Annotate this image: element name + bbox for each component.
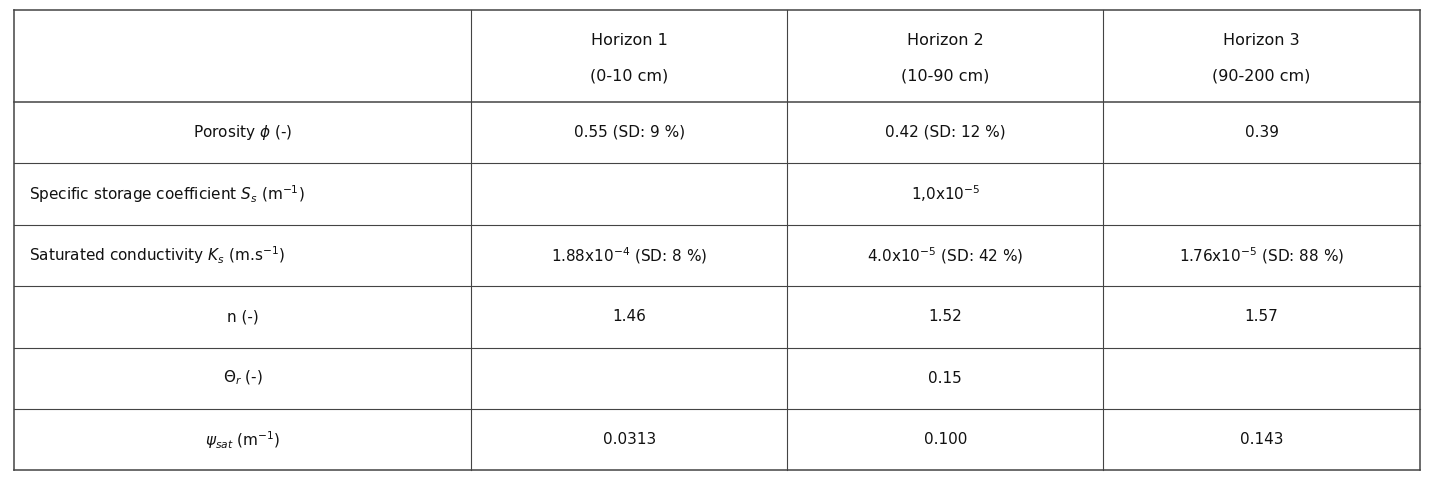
Text: 0.55 (SD: 9 %): 0.55 (SD: 9 %) [574,125,684,140]
Text: 1.46: 1.46 [612,309,647,324]
Text: 0.143: 0.143 [1240,432,1283,447]
Text: 1.52: 1.52 [928,309,962,324]
Text: 1,0x10$^{-5}$: 1,0x10$^{-5}$ [911,183,979,204]
Text: $\psi_{sat}$ (m$^{-1}$): $\psi_{sat}$ (m$^{-1}$) [205,429,281,451]
Text: 0.100: 0.100 [923,432,967,447]
Text: 4.0x10$^{-5}$ (SD: 42 %): 4.0x10$^{-5}$ (SD: 42 %) [868,245,1024,266]
Text: Horizon 2: Horizon 2 [906,33,984,48]
Text: 1.76x10$^{-5}$ (SD: 88 %): 1.76x10$^{-5}$ (SD: 88 %) [1179,245,1344,266]
Text: n (-): n (-) [227,309,258,324]
Text: Horizon 1: Horizon 1 [591,33,668,48]
Text: (0-10 cm): (0-10 cm) [589,69,668,84]
Text: (90-200 cm): (90-200 cm) [1212,69,1311,84]
Text: 0.39: 0.39 [1245,125,1279,140]
Text: $\Theta_r$ (-): $\Theta_r$ (-) [222,369,262,387]
Text: Saturated conductivity $K_s$ (m.s$^{-1}$): Saturated conductivity $K_s$ (m.s$^{-1}$… [29,244,285,266]
Text: 1.88x10$^{-4}$ (SD: 8 %): 1.88x10$^{-4}$ (SD: 8 %) [551,245,707,266]
Text: 0.0313: 0.0313 [602,432,655,447]
Text: 1.57: 1.57 [1245,309,1279,324]
Text: Horizon 3: Horizon 3 [1223,33,1299,48]
Text: Porosity $\phi$ (-): Porosity $\phi$ (-) [194,123,293,142]
Text: Specific storage coefficient $S_s$ (m$^{-1}$): Specific storage coefficient $S_s$ (m$^{… [29,183,304,205]
Text: 0.42 (SD: 12 %): 0.42 (SD: 12 %) [885,125,1005,140]
Text: (10-90 cm): (10-90 cm) [901,69,989,84]
Text: 0.15: 0.15 [928,371,962,386]
